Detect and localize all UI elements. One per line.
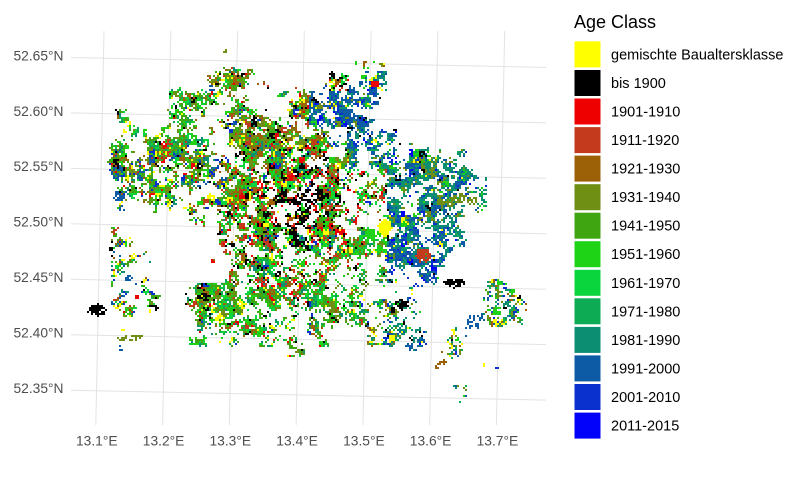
svg-text:13.6°E: 13.6°E	[410, 433, 452, 448]
svg-text:1951-1960: 1951-1960	[611, 247, 680, 263]
svg-text:13.4°E: 13.4°E	[276, 433, 318, 448]
svg-text:1901-1910: 1901-1910	[611, 105, 680, 121]
svg-text:13.5°E: 13.5°E	[343, 433, 385, 448]
svg-text:1961-1970: 1961-1970	[611, 276, 680, 292]
svg-text:52.55°N: 52.55°N	[13, 159, 63, 174]
svg-text:13.3°E: 13.3°E	[210, 433, 252, 448]
svg-text:1991-2000: 1991-2000	[611, 361, 680, 377]
svg-text:1981-1990: 1981-1990	[611, 333, 680, 349]
svg-text:gemischte Baualtersklasse: gemischte Baualtersklasse	[611, 47, 783, 63]
svg-text:1921-1930: 1921-1930	[611, 162, 680, 178]
svg-text:52.45°N: 52.45°N	[13, 270, 63, 285]
svg-text:13.7°E: 13.7°E	[477, 433, 519, 448]
svg-text:2001-2010: 2001-2010	[611, 390, 680, 406]
svg-text:1911-1920: 1911-1920	[611, 133, 679, 149]
svg-text:52.50°N: 52.50°N	[13, 215, 63, 230]
svg-text:1971-1980: 1971-1980	[611, 304, 680, 320]
svg-text:bis 1900: bis 1900	[611, 76, 666, 92]
svg-text:13.2°E: 13.2°E	[143, 433, 185, 448]
svg-text:52.60°N: 52.60°N	[13, 104, 63, 119]
svg-text:13.1°E: 13.1°E	[76, 433, 118, 448]
svg-text:1941-1950: 1941-1950	[611, 219, 680, 235]
svg-text:Age Class: Age Class	[574, 12, 656, 32]
svg-text:52.65°N: 52.65°N	[13, 48, 63, 63]
svg-text:52.40°N: 52.40°N	[13, 326, 63, 341]
svg-text:52.35°N: 52.35°N	[13, 381, 63, 396]
svg-text:2011-2015: 2011-2015	[611, 419, 679, 435]
svg-text:1931-1940: 1931-1940	[611, 190, 680, 206]
